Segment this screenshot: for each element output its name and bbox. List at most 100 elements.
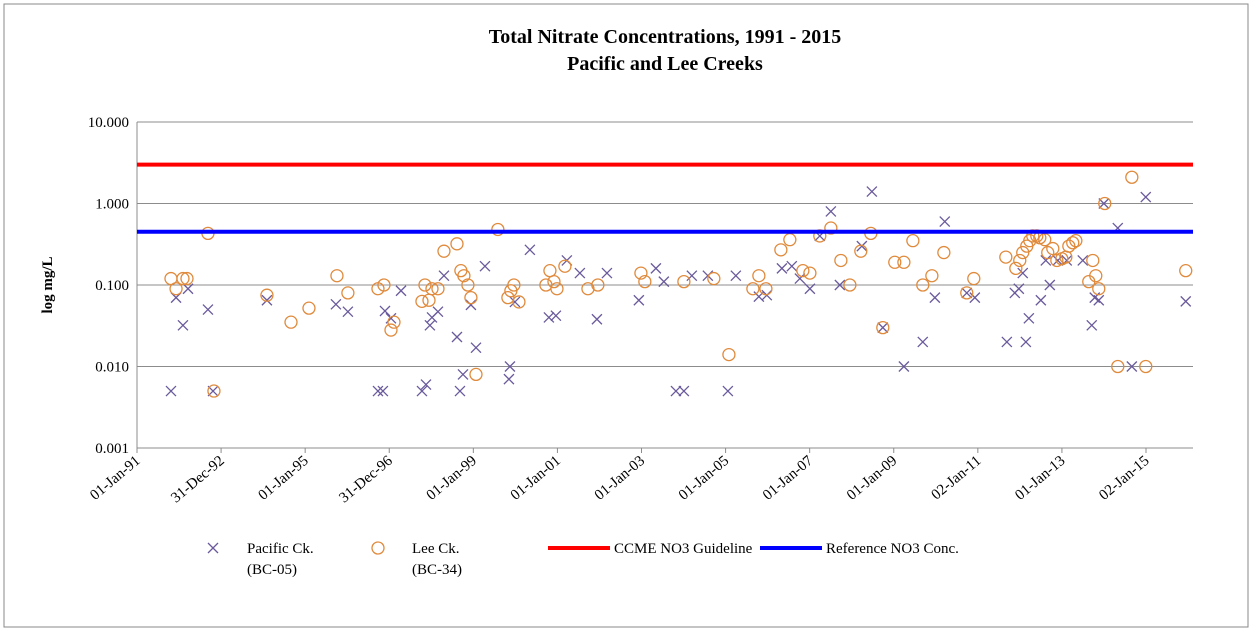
x-marker — [420, 379, 432, 391]
x-marker — [465, 299, 477, 311]
x-marker — [470, 342, 482, 354]
legend-label-line: (BC-34) — [412, 562, 462, 578]
circle-marker — [371, 541, 385, 555]
circle-marker — [1086, 253, 1100, 268]
x-marker — [650, 262, 662, 274]
circle-marker — [415, 294, 429, 309]
circle-marker — [834, 253, 848, 268]
circle-marker — [1179, 263, 1193, 278]
circle-marker — [558, 259, 572, 273]
x-marker — [877, 322, 889, 334]
circle-marker — [180, 271, 194, 286]
x-marker — [794, 273, 806, 285]
x-marker — [834, 279, 846, 291]
circle-marker — [387, 315, 401, 329]
circle-marker — [746, 282, 760, 296]
circle-marker — [425, 282, 439, 296]
circle-marker — [507, 278, 521, 292]
x-marker — [1093, 294, 1105, 306]
circle-marker — [888, 255, 902, 269]
x-marker — [182, 283, 194, 295]
x-marker — [432, 306, 444, 318]
circle-marker — [1125, 170, 1139, 184]
x-marker — [670, 385, 682, 397]
circle-marker — [1111, 359, 1125, 374]
circle-marker — [1066, 236, 1080, 250]
circle-marker — [431, 282, 445, 296]
x-marker — [591, 313, 603, 325]
circle-marker — [960, 286, 974, 300]
circle-marker — [330, 269, 344, 283]
x-marker — [550, 310, 562, 322]
x-marker — [633, 294, 645, 306]
chart-title: Total Nitrate Concentrations, 1991 - 201… — [489, 26, 842, 48]
x-marker — [1077, 255, 1089, 266]
x-marker — [929, 292, 941, 304]
x-marker — [504, 361, 516, 372]
legend-label: CCME NO3 Guideline — [614, 541, 753, 557]
y-tick-label: 1.000 — [95, 197, 129, 213]
circle-marker — [464, 290, 478, 305]
legend-label-line: Lee Ck. — [412, 541, 459, 557]
x-marker — [416, 385, 428, 397]
circle-marker — [169, 282, 183, 296]
x-marker — [479, 260, 491, 272]
circle-marker — [752, 269, 766, 283]
x-marker — [509, 296, 521, 308]
circle-marker — [1009, 261, 1023, 276]
circle-marker — [1089, 269, 1103, 283]
y-tick-label: 10.000 — [88, 115, 129, 131]
x-marker — [898, 361, 910, 372]
circle-marker — [916, 278, 930, 292]
circle-marker — [550, 282, 564, 296]
circle-marker — [384, 323, 398, 337]
x-marker — [524, 244, 536, 256]
x-marker — [678, 385, 690, 397]
x-marker — [722, 385, 734, 397]
circle-marker — [260, 288, 274, 302]
x-marker — [451, 331, 463, 343]
circle-marker — [722, 347, 736, 362]
circle-marker — [677, 274, 691, 289]
circle-marker — [176, 271, 190, 286]
circle-marker — [547, 274, 561, 289]
circle-marker — [591, 278, 605, 292]
circle-marker — [491, 222, 505, 237]
circle-marker — [457, 269, 471, 283]
x-marker — [574, 267, 586, 279]
x-marker — [1035, 294, 1047, 306]
x-marker — [202, 304, 214, 315]
x-marker — [1086, 319, 1098, 331]
circle-marker — [937, 245, 951, 260]
x-marker — [1001, 336, 1013, 348]
chart-border — [3, 3, 1249, 628]
x-marker — [379, 305, 391, 317]
circle-marker — [824, 221, 838, 235]
x-marker — [207, 542, 219, 554]
y-tick-label: 0.100 — [95, 278, 129, 294]
circle-marker — [803, 266, 817, 280]
x-marker — [786, 260, 798, 272]
legend-label: Lee Ck. (BC-34) — [412, 541, 462, 578]
circle-marker — [437, 244, 451, 258]
circle-marker — [638, 274, 652, 289]
circle-marker — [967, 271, 981, 286]
x-marker — [177, 319, 189, 331]
x-marker — [856, 240, 868, 252]
circle-marker — [207, 384, 221, 398]
x-marker — [1140, 191, 1152, 203]
circle-marker — [1046, 241, 1060, 256]
x-marker — [454, 385, 466, 397]
circle-marker — [876, 320, 890, 335]
x-marker — [939, 216, 951, 228]
circle-marker — [1016, 245, 1030, 260]
x-marker — [372, 385, 384, 397]
circle-marker — [341, 286, 355, 300]
x-marker — [961, 287, 973, 299]
x-marker — [601, 267, 613, 279]
legend-label-line: (BC-05) — [247, 562, 297, 578]
x-marker — [1040, 255, 1052, 266]
x-marker — [503, 373, 515, 385]
circle-marker — [1069, 234, 1083, 248]
